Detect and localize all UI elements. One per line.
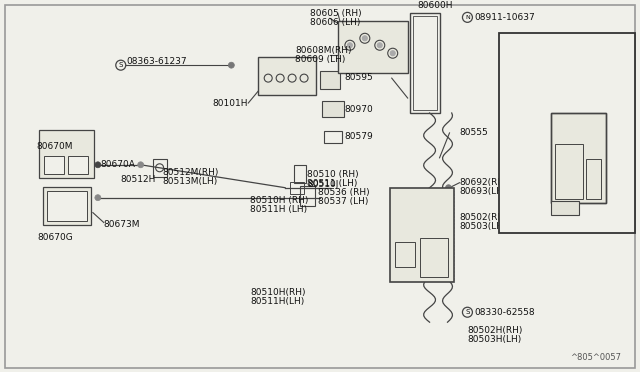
Bar (413, 16, 436, 110)
Bar (395, 243, 415, 267)
Text: 80692(RH): 80692(RH) (460, 178, 508, 187)
Bar (551, 113, 606, 203)
Circle shape (390, 51, 396, 56)
Bar (338, 21, 408, 73)
Text: 80570A: 80570A (554, 86, 589, 94)
Circle shape (445, 185, 451, 191)
Text: 80537 (LH): 80537 (LH) (318, 197, 369, 206)
Text: 80579: 80579 (344, 132, 372, 141)
Text: 08330-62558: 08330-62558 (474, 308, 535, 317)
Bar (555, 144, 583, 199)
Text: 80555: 80555 (460, 128, 488, 137)
Text: S: S (465, 309, 470, 315)
Circle shape (95, 162, 101, 168)
Text: 80670G: 80670G (37, 233, 73, 242)
Circle shape (378, 43, 382, 48)
Text: N: N (465, 15, 470, 20)
Text: 80608M(RH): 80608M(RH) (295, 46, 351, 55)
Bar (153, 159, 166, 177)
Text: 80512M(RH): 80512M(RH) (163, 168, 219, 177)
Bar (420, 237, 447, 278)
Text: 80595: 80595 (344, 73, 372, 81)
Text: 80502(RH): 80502(RH) (460, 213, 508, 222)
Text: 80670A: 80670A (101, 160, 136, 169)
Text: 80550M (RH): 80550M (RH) (529, 206, 589, 215)
Text: 08911-10637: 08911-10637 (474, 13, 535, 22)
Bar (320, 71, 340, 89)
Bar (322, 101, 344, 117)
Bar (586, 159, 601, 199)
Text: 80510 (RH): 80510 (RH) (307, 170, 358, 179)
Text: 80511H (LH): 80511H (LH) (250, 205, 307, 214)
Bar (294, 165, 306, 183)
Text: 80606 (LH): 80606 (LH) (310, 18, 360, 27)
Text: 80600H: 80600H (418, 1, 453, 10)
Text: 80551M (LH): 80551M (LH) (529, 215, 588, 224)
Text: 80550J(LH): 80550J(LH) (549, 65, 599, 75)
Text: 80550A: 80550A (509, 100, 544, 109)
Circle shape (362, 36, 367, 41)
Text: 80503(LH): 80503(LH) (460, 222, 507, 231)
Bar (39, 130, 94, 178)
Bar (410, 13, 440, 113)
Text: 80511H(LH): 80511H(LH) (250, 297, 305, 306)
Text: 80570M: 80570M (539, 71, 575, 80)
Bar (577, 147, 592, 179)
Text: S.GXE: S.GXE (508, 42, 545, 52)
Bar (324, 131, 342, 143)
Circle shape (348, 43, 353, 48)
Bar (43, 187, 91, 225)
Circle shape (228, 62, 234, 68)
Text: 80512H: 80512H (121, 175, 156, 184)
Bar (258, 57, 316, 95)
Bar (395, 191, 454, 280)
Text: 80693(LH): 80693(LH) (460, 187, 507, 196)
Bar (552, 139, 574, 179)
Circle shape (542, 90, 548, 96)
Bar (551, 201, 579, 215)
Bar (499, 33, 635, 232)
Text: 80609 (LH): 80609 (LH) (295, 55, 346, 64)
Text: 80970: 80970 (344, 105, 372, 113)
Text: S: S (118, 62, 123, 68)
Text: 80605 (RH): 80605 (RH) (310, 9, 362, 18)
Text: ^805^0057: ^805^0057 (570, 353, 621, 362)
Text: 80510J: 80510J (307, 180, 339, 189)
Text: 80673M: 80673M (104, 220, 140, 229)
Text: 80536 (RH): 80536 (RH) (318, 188, 370, 197)
Text: 80670M: 80670M (36, 142, 72, 151)
Bar (539, 108, 549, 123)
Text: 80510H(RH): 80510H(RH) (250, 288, 306, 297)
Bar (548, 108, 596, 183)
Bar (44, 156, 64, 174)
Bar (544, 88, 604, 188)
Text: 80513M(LH): 80513M(LH) (163, 177, 218, 186)
Text: 80511 (LH): 80511 (LH) (307, 179, 357, 188)
Bar (539, 158, 549, 173)
Text: 80101H: 80101H (212, 99, 248, 108)
Bar (47, 191, 87, 221)
Text: 80510H (RH): 80510H (RH) (250, 196, 308, 205)
Circle shape (95, 195, 101, 201)
Text: 80502H(RH): 80502H(RH) (467, 326, 523, 335)
Bar (68, 156, 88, 174)
Bar (300, 186, 315, 206)
Text: 08363-61237: 08363-61237 (127, 57, 188, 66)
Text: 80575: 80575 (579, 178, 608, 187)
Text: 80550H(RH): 80550H(RH) (549, 57, 605, 66)
Circle shape (138, 162, 143, 168)
Bar (290, 182, 304, 194)
Text: 80503H(LH): 80503H(LH) (467, 335, 522, 344)
Bar (551, 113, 606, 203)
Bar (390, 188, 454, 282)
